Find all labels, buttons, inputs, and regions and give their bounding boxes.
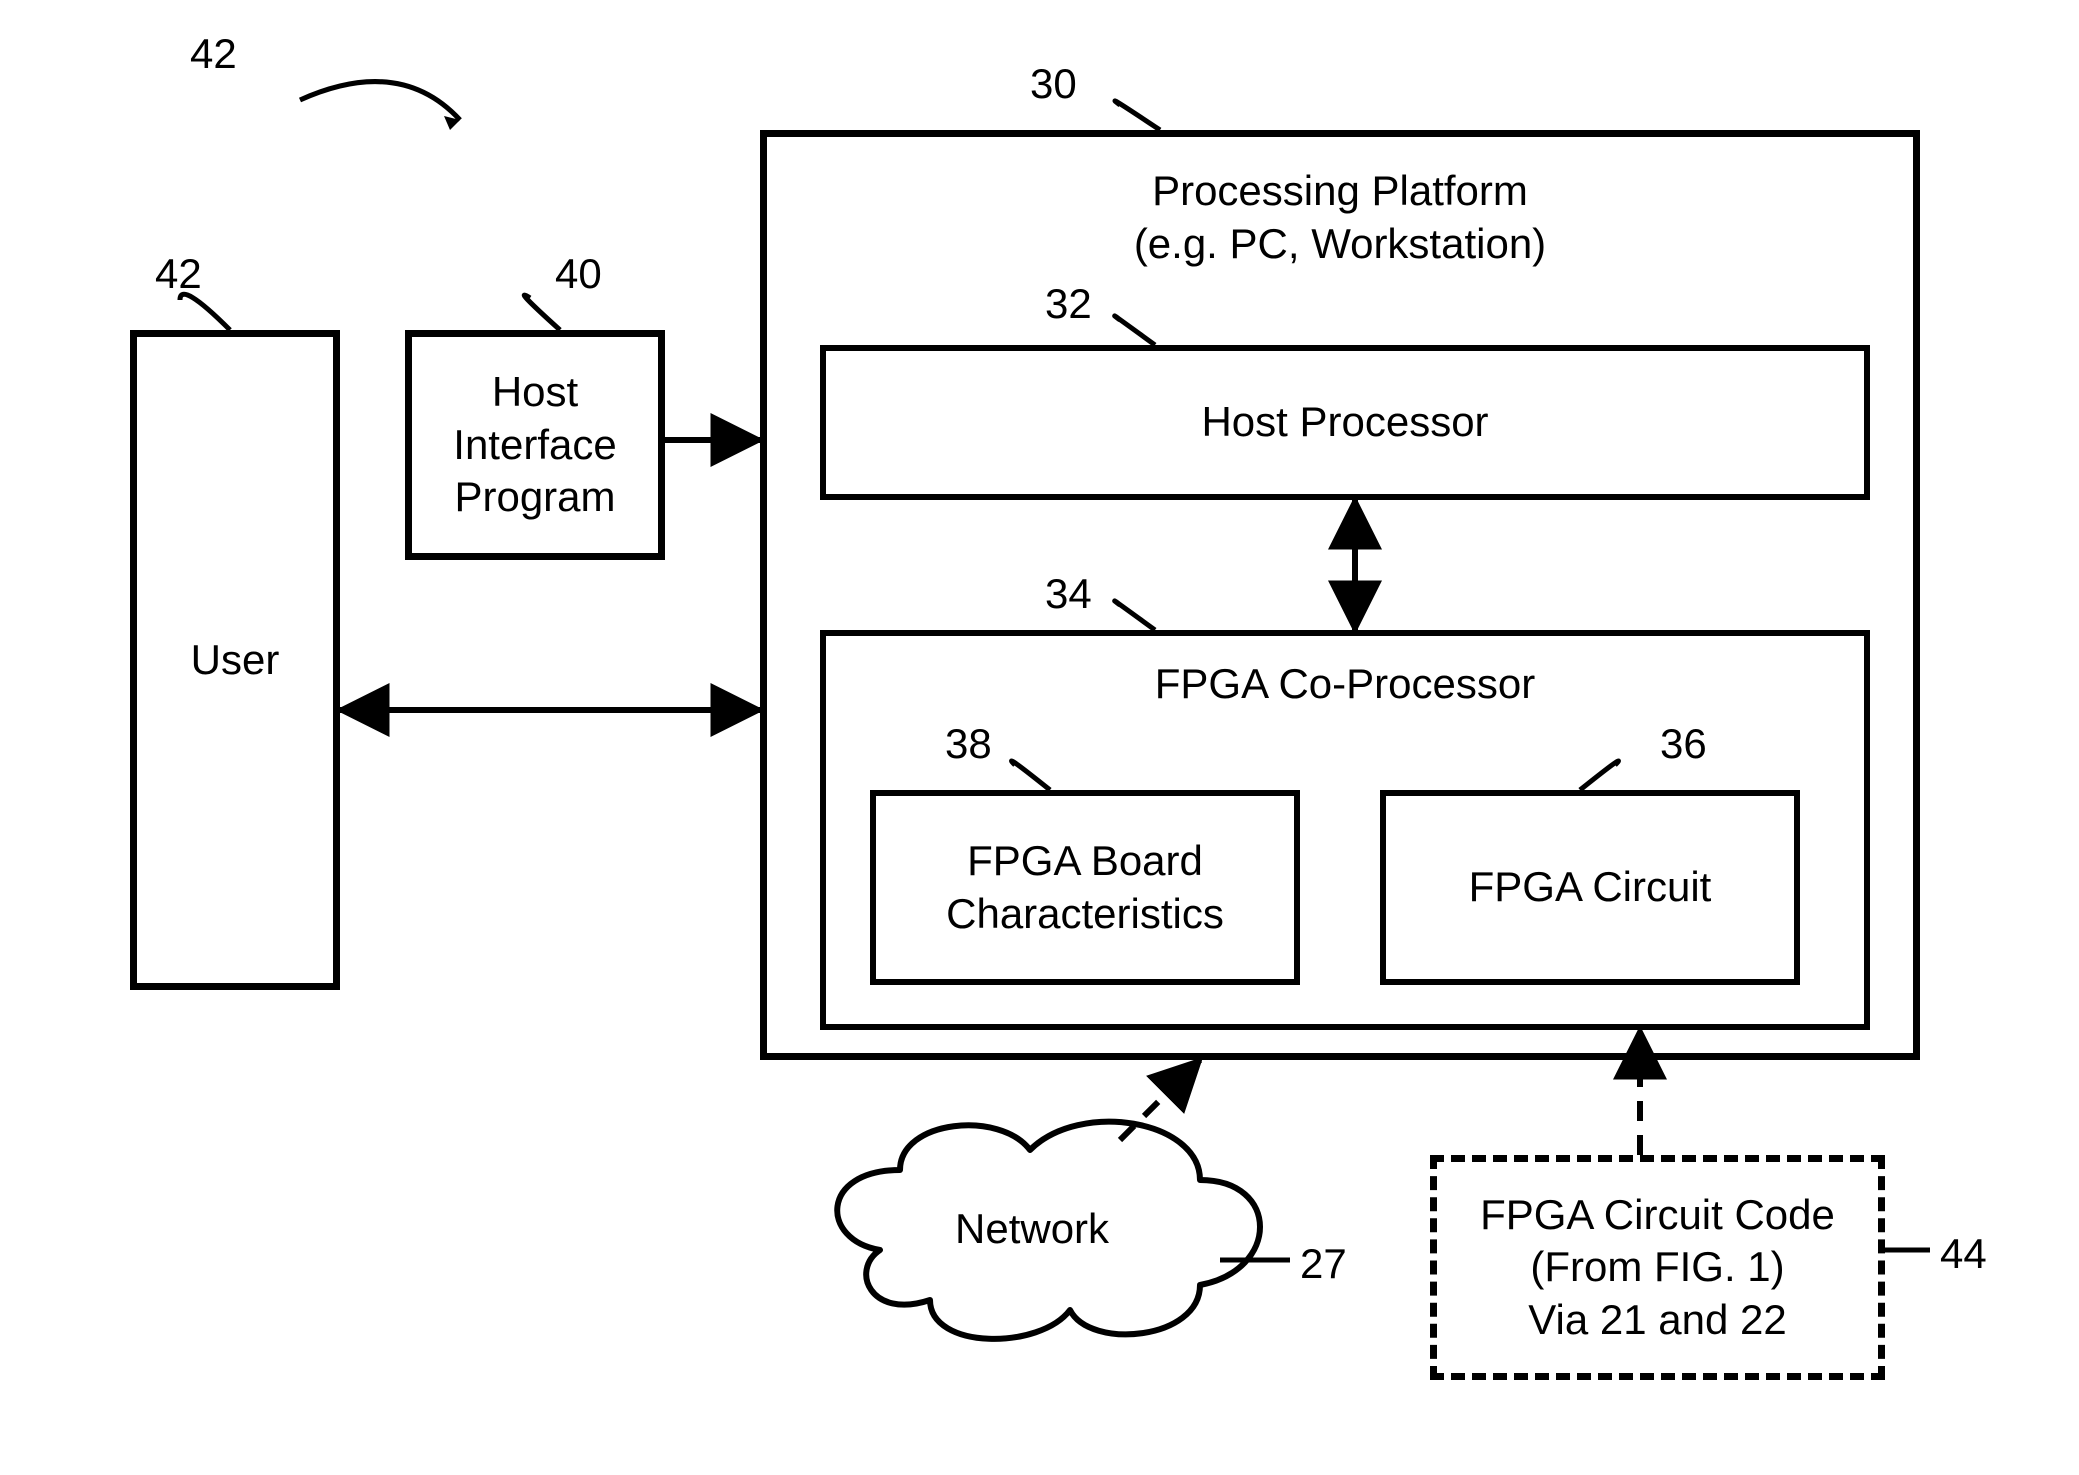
ref-38: 38 <box>945 720 992 768</box>
network-label: Network <box>955 1205 1109 1253</box>
ref-42-user: 42 <box>155 250 202 298</box>
host-processor-box: Host Processor <box>820 345 1870 500</box>
ref-42-figure: 42 <box>190 30 237 78</box>
fpga-circuit-label: FPGA Circuit <box>1469 861 1712 914</box>
code-line3: Via 21 and 22 <box>1480 1294 1835 1347</box>
code-line2: (From FIG. 1) <box>1480 1241 1835 1294</box>
user-box: User <box>130 330 340 990</box>
ref-44: 44 <box>1940 1230 1987 1278</box>
ref-27: 27 <box>1300 1240 1347 1288</box>
fpga-circuit-box: FPGA Circuit <box>1380 790 1800 985</box>
ref-30: 30 <box>1030 60 1077 108</box>
ref-32: 32 <box>1045 280 1092 328</box>
platform-title-2: (e.g. PC, Workstation) <box>1134 218 1546 271</box>
fpga-board-line1: FPGA Board <box>946 835 1224 888</box>
user-label: User <box>191 634 280 687</box>
hip-line1: Host <box>453 366 616 419</box>
code-line1: FPGA Circuit Code <box>1480 1189 1835 1242</box>
host-processor-label: Host Processor <box>1201 396 1488 449</box>
host-interface-program-box: Host Interface Program <box>405 330 665 560</box>
fpga-board-box: FPGA Board Characteristics <box>870 790 1300 985</box>
ref-36: 36 <box>1660 720 1707 768</box>
platform-title-1: Processing Platform <box>1134 165 1546 218</box>
fpga-circuit-code-box: FPGA Circuit Code (From FIG. 1) Via 21 a… <box>1430 1155 1885 1380</box>
hip-line2: Interface <box>453 419 616 472</box>
fpga-board-line2: Characteristics <box>946 888 1224 941</box>
ref-34: 34 <box>1045 570 1092 618</box>
hip-line3: Program <box>453 471 616 524</box>
fpga-coprocessor-label: FPGA Co-Processor <box>1155 658 1535 711</box>
ref-40: 40 <box>555 250 602 298</box>
